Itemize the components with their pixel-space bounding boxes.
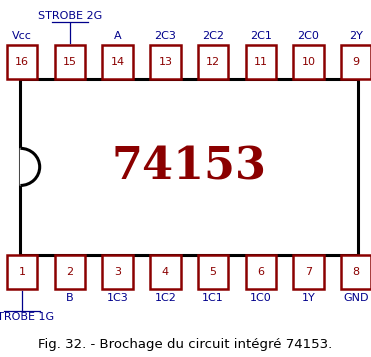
Text: 9: 9 (352, 56, 360, 67)
Text: 74153: 74153 (112, 145, 267, 188)
Text: 1C3: 1C3 (107, 293, 128, 303)
Bar (55, 45, 85, 79)
Bar (341, 45, 371, 79)
Text: Vcc: Vcc (12, 31, 32, 41)
Bar (20, 79, 358, 255)
Bar (7, 45, 37, 79)
Text: 10: 10 (302, 56, 315, 67)
Text: 1C1: 1C1 (202, 293, 224, 303)
Wedge shape (20, 149, 40, 186)
Text: A: A (114, 31, 121, 41)
Text: B: B (66, 293, 74, 303)
Text: 1C0: 1C0 (250, 293, 272, 303)
Text: STROBE 1G: STROBE 1G (0, 312, 54, 322)
Text: 2Y: 2Y (349, 31, 363, 41)
Text: 11: 11 (254, 56, 268, 67)
Text: 2: 2 (66, 267, 73, 277)
Text: 16: 16 (15, 56, 29, 67)
Text: 8: 8 (352, 267, 360, 277)
Text: STROBE 2G: STROBE 2G (38, 11, 102, 21)
Bar (246, 45, 276, 79)
Bar (246, 255, 276, 289)
Text: 5: 5 (210, 267, 217, 277)
Text: Fig. 32. - Brochage du circuit intégré 74153.: Fig. 32. - Brochage du circuit intégré 7… (38, 338, 333, 351)
Text: 2C3: 2C3 (154, 31, 176, 41)
Bar (150, 45, 181, 79)
Text: 13: 13 (158, 56, 173, 67)
Bar (293, 255, 324, 289)
Text: 1Y: 1Y (302, 293, 315, 303)
Text: 3: 3 (114, 267, 121, 277)
Text: 14: 14 (111, 56, 125, 67)
Text: GND: GND (344, 293, 369, 303)
Bar (102, 255, 133, 289)
Bar (55, 255, 85, 289)
Text: 6: 6 (257, 267, 264, 277)
Text: 4: 4 (162, 267, 169, 277)
Bar (102, 45, 133, 79)
Text: 7: 7 (305, 267, 312, 277)
Text: 2C0: 2C0 (298, 31, 319, 41)
Text: 1: 1 (19, 267, 26, 277)
Text: 15: 15 (63, 56, 77, 67)
Bar (198, 255, 228, 289)
Bar (150, 255, 181, 289)
Bar (7, 255, 37, 289)
Text: 1C2: 1C2 (154, 293, 176, 303)
Bar (341, 255, 371, 289)
Bar (198, 45, 228, 79)
Text: 2C1: 2C1 (250, 31, 272, 41)
Text: 12: 12 (206, 56, 220, 67)
Text: 2C2: 2C2 (202, 31, 224, 41)
Bar (293, 45, 324, 79)
